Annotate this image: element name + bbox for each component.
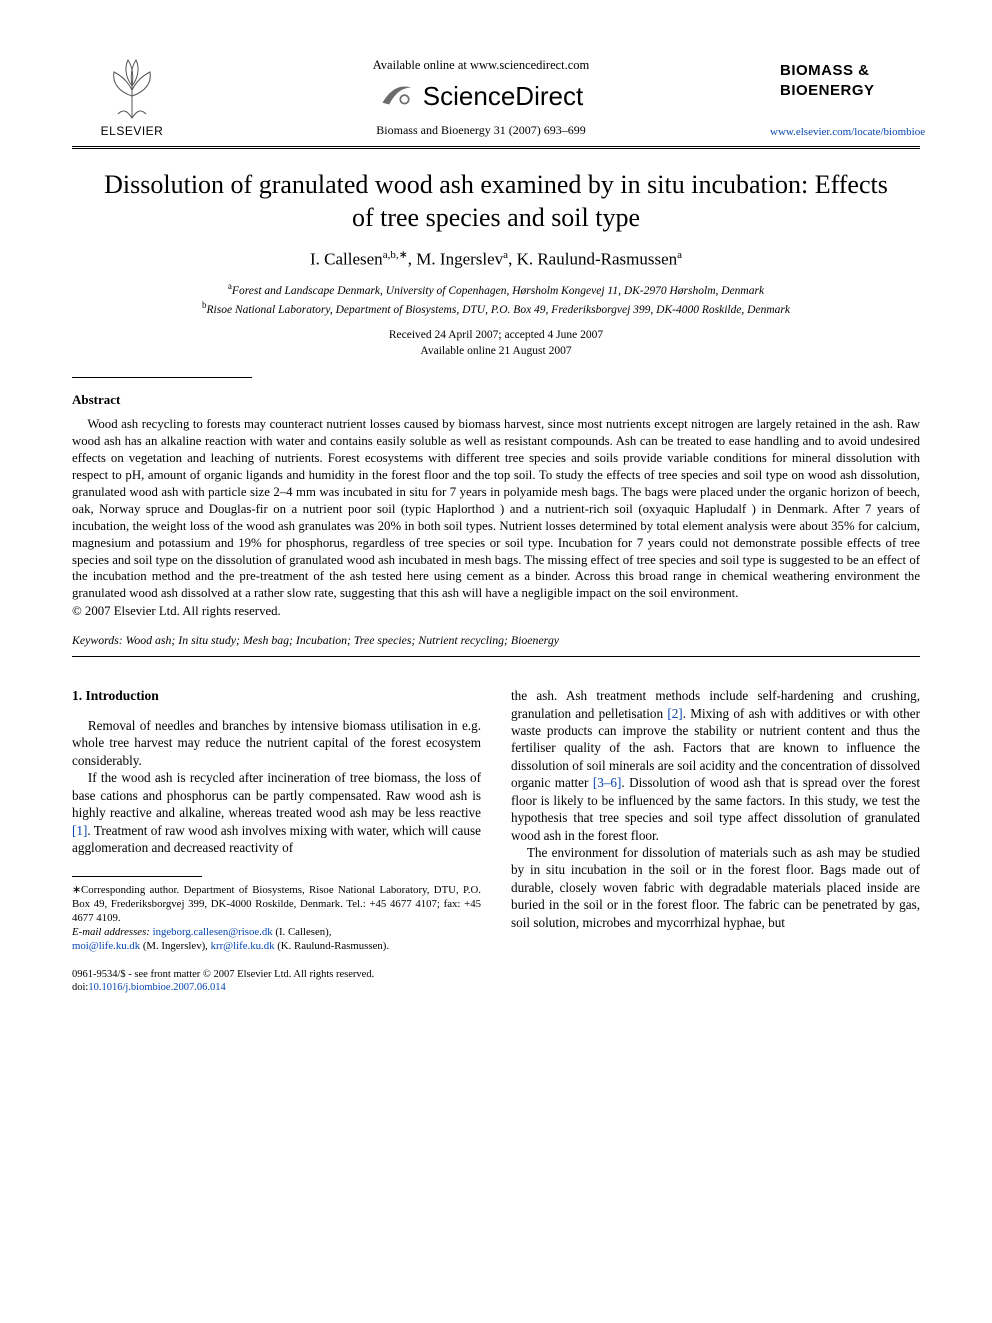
column-left: 1. Introduction Removal of needles and b… (72, 687, 481, 995)
affil-a-text: Forest and Landscape Denmark, University… (232, 284, 764, 296)
masthead: ELSEVIER Available online at www.science… (72, 56, 920, 138)
front-matter-line: 0961-9534/$ - see front matter © 2007 El… (72, 969, 374, 980)
author-2: M. Ingerslev (416, 250, 503, 269)
journal-name-line1: BIOMASS & (780, 62, 870, 79)
intro-p2b: . Treatment of raw wood ash involves mix… (72, 823, 481, 855)
email-3[interactable]: krr@life.ku.dk (211, 940, 275, 952)
article-dates: Received 24 April 2007; accepted 4 June … (72, 328, 920, 359)
affil-b-text: Risoe National Laboratory, Department of… (207, 304, 790, 316)
intro-p4: The environment for dissolution of mater… (511, 844, 920, 931)
email-2[interactable]: moi@life.ku.dk (72, 940, 140, 952)
keywords-line: Keywords: Wood ash; In situ study; Mesh … (72, 633, 920, 648)
email-3-who: (K. Raulund-Rasmussen). (275, 940, 390, 952)
article-title: Dissolution of granulated wood ash exami… (92, 169, 900, 234)
received-line: Received 24 April 2007; accepted 4 June … (389, 329, 603, 341)
author-1-affil: a,b,∗ (383, 249, 408, 261)
body-columns: 1. Introduction Removal of needles and b… (72, 687, 920, 995)
author-sep-2: , (508, 250, 517, 269)
journal-url-link[interactable]: www.elsevier.com/locate/biombioe (770, 126, 925, 138)
email-1-who: (I. Callesen), (273, 926, 332, 938)
intro-p2a: If the wood ash is recycled after incine… (72, 770, 481, 820)
email-1[interactable]: ingeborg.callesen@risoe.dk (153, 926, 273, 938)
ref-link-3-6[interactable]: [3–6] (593, 775, 622, 790)
column-right: the ash. Ash treatment methods include s… (511, 687, 920, 995)
corresponding-footnote: ∗Corresponding author. Department of Bio… (72, 883, 481, 953)
doi-label: doi: (72, 982, 88, 993)
section-heading-intro: 1. Introduction (72, 687, 481, 705)
footnote-separator (72, 876, 202, 877)
available-online-line: Available online at www.sciencedirect.co… (192, 58, 770, 73)
author-1: I. Callesen (310, 250, 383, 269)
journal-branding: BIOMASS & BIOENERGY www.elsevier.com/loc… (770, 61, 920, 138)
authors-line: I. Callesena,b,∗, M. Ingersleva, K. Raul… (72, 248, 920, 270)
ref-link-2[interactable]: [2] (667, 706, 682, 721)
elsevier-label: ELSEVIER (101, 124, 164, 138)
journal-reference: Biomass and Bioenergy 31 (2007) 693–699 (192, 123, 770, 138)
sciencedirect-swoosh-icon (379, 79, 413, 113)
abstract-text: Wood ash recycling to forests may counte… (72, 417, 920, 600)
email-label: E-mail addresses: (72, 926, 150, 938)
ref-link-1[interactable]: [1] (72, 823, 87, 838)
intro-p1: Removal of needles and branches by inten… (72, 717, 481, 769)
sciencedirect-block: Available online at www.sciencedirect.co… (192, 58, 770, 138)
masthead-rule-top (72, 146, 920, 147)
keywords-text: Wood ash; In situ study; Mesh bag; Incub… (123, 633, 559, 647)
sciencedirect-wordmark: ScienceDirect (423, 81, 583, 112)
publisher-logo-block: ELSEVIER (72, 56, 192, 138)
keywords-label: Keywords: (72, 633, 123, 647)
elsevier-tree-icon (100, 56, 164, 120)
journal-url[interactable]: www.elsevier.com/locate/biombioe (770, 126, 920, 138)
intro-p2: If the wood ash is recycled after incine… (72, 769, 481, 856)
journal-name-line2: BIOENERGY (780, 82, 875, 99)
email-2-who: (M. Ingerslev), (140, 940, 210, 952)
online-line: Available online 21 August 2007 (420, 345, 571, 357)
author-3-affil: a (677, 249, 682, 261)
journal-name: BIOMASS & BIOENERGY (770, 61, 920, 100)
masthead-rule-bottom (72, 148, 920, 149)
affiliation-b: bRisoe National Laboratory, Department o… (72, 299, 920, 318)
abstract-rule-top (72, 377, 252, 378)
abstract-copyright: © 2007 Elsevier Ltd. All rights reserved… (72, 604, 920, 619)
sciencedirect-logo-row: ScienceDirect (192, 79, 770, 113)
corresponding-text: ∗Corresponding author. Department of Bio… (72, 884, 481, 924)
abstract-body: Wood ash recycling to forests may counte… (72, 416, 920, 602)
intro-p3: the ash. Ash treatment methods include s… (511, 687, 920, 844)
affiliation-a: aForest and Landscape Denmark, Universit… (72, 280, 920, 299)
doi-link[interactable]: 10.1016/j.biombioe.2007.06.014 (88, 982, 225, 993)
abstract-heading: Abstract (72, 392, 920, 408)
front-matter-meta: 0961-9534/$ - see front matter © 2007 El… (72, 968, 481, 995)
author-3: K. Raulund-Rasmussen (517, 250, 678, 269)
